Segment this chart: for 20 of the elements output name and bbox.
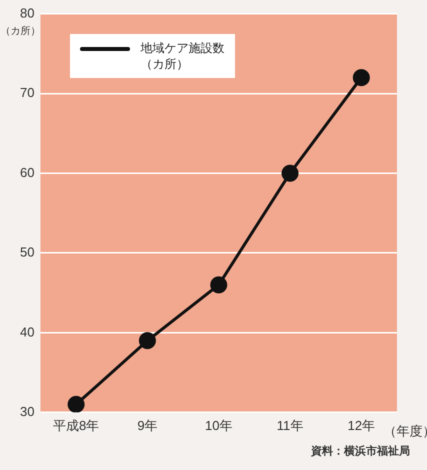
text: 資料：横浜市福祉局 xyxy=(310,444,410,458)
point xyxy=(68,396,85,412)
point xyxy=(282,164,299,182)
legend-label: 地域ケア施設数（カ所） xyxy=(140,40,226,72)
y-tick-label: 40 xyxy=(20,324,34,340)
point xyxy=(352,69,370,86)
point xyxy=(210,276,228,294)
x-tick-label: 平成8年 xyxy=(52,418,100,433)
y-axis-title: （カ所） xyxy=(0,24,40,37)
x-tick-label: 10年 xyxy=(204,418,232,433)
y-tick-label: 70 xyxy=(20,85,34,100)
y-tick-label: 80 xyxy=(20,5,34,20)
x-tick-label: 11年 xyxy=(276,418,304,433)
x-tick-label: 9年 xyxy=(137,418,158,433)
x-axis-title: （年度） xyxy=(383,423,427,438)
point xyxy=(138,332,156,350)
y-tick-label: 60 xyxy=(20,164,34,180)
y-tick-label: 30 xyxy=(20,404,34,419)
x-tick-label: 12年 xyxy=(348,418,376,433)
y-tick-label: 50 xyxy=(20,244,34,260)
